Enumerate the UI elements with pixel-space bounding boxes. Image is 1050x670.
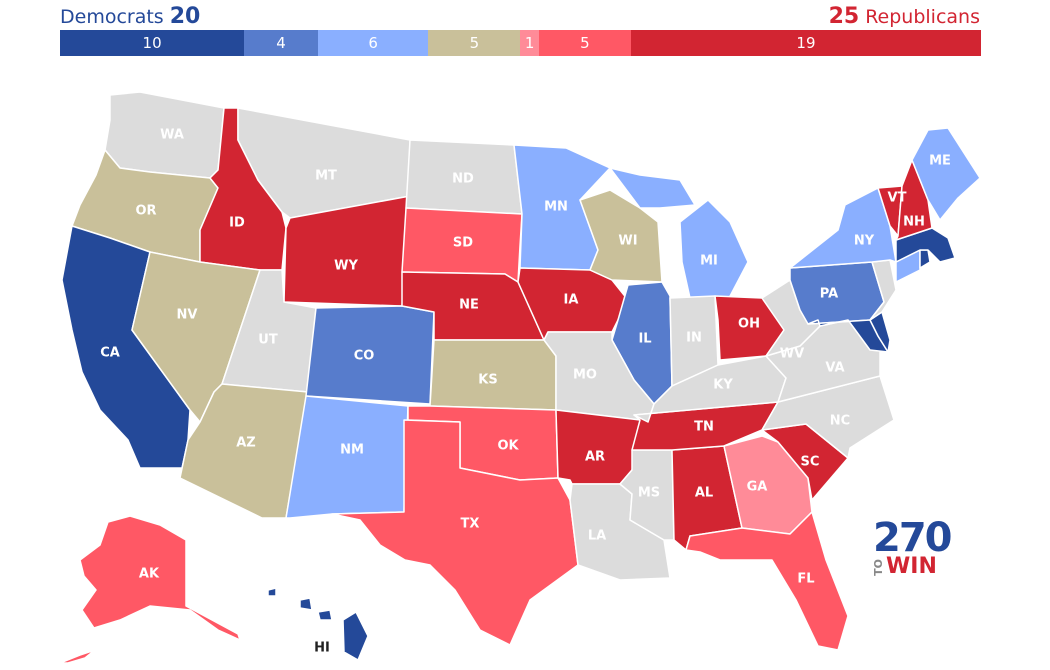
state-label-ny: NY — [854, 234, 875, 249]
state-label-nh: NH — [903, 215, 925, 230]
logo-win: WIN — [886, 554, 937, 579]
state-label-mt: MT — [315, 169, 337, 184]
state-label-fl: FL — [797, 572, 814, 587]
state-label-ks: KS — [478, 373, 497, 388]
state-label-ak: AK — [139, 567, 160, 582]
bar-segment-lean-rep: 5 — [538, 30, 631, 56]
democrats-header: Democrats 20 — [60, 4, 200, 29]
state-label-az: AZ — [236, 436, 256, 451]
bar-segment-safe-dem: 10 — [60, 30, 245, 56]
state-label-ar: AR — [585, 450, 605, 465]
state-label-wv: WV — [780, 347, 804, 362]
state-ny[interactable] — [789, 187, 897, 269]
state-label-or: OR — [135, 204, 156, 219]
state-label-nm: NM — [340, 443, 364, 458]
state-ak[interactable] — [59, 515, 241, 664]
state-label-sd: SD — [453, 236, 473, 251]
logo-to: TO — [872, 558, 885, 576]
state-label-pa: PA — [820, 287, 838, 302]
state-me[interactable] — [911, 127, 981, 221]
state-label-ms: MS — [638, 486, 660, 501]
state-label-nc: NC — [830, 414, 850, 429]
state-label-me: ME — [929, 154, 951, 169]
republicans-label: Republicans — [865, 6, 980, 28]
state-label-ga: GA — [747, 480, 768, 495]
state-label-wa: WA — [160, 128, 184, 143]
state-label-mi: MI — [700, 254, 718, 269]
state-label-wy: WY — [334, 259, 358, 274]
state-label-mn: MN — [544, 200, 568, 215]
state-label-hi: HI — [314, 641, 330, 656]
state-label-ky: KY — [713, 378, 733, 393]
state-label-ut: UT — [258, 333, 278, 348]
bar-segment-likely-dem: 4 — [244, 30, 318, 56]
state-mi[interactable] — [609, 167, 749, 301]
state-label-il: IL — [638, 332, 651, 347]
state-label-vt: VT — [888, 191, 907, 206]
state-label-mo: MO — [573, 368, 597, 383]
bar-segment-tilt-rep: 1 — [520, 30, 539, 56]
bar-segment-safe-rep: 19 — [630, 30, 981, 56]
logo-270: 270 — [873, 515, 953, 561]
republicans-total: 25 — [828, 4, 860, 29]
state-label-nd: ND — [452, 172, 474, 187]
bar-segment-tossup: 5 — [428, 30, 521, 56]
democrats-total: 20 — [169, 4, 201, 29]
us-map: WA OR CA ID NV MT WY UT AZ CO NM ND SD NE KS OK TX MN IA MO… — [59, 91, 981, 664]
state-co[interactable] — [305, 305, 435, 405]
state-ma[interactable] — [895, 227, 956, 263]
state-ri[interactable] — [919, 249, 931, 269]
state-label-wi: WI — [618, 234, 637, 249]
state-label-nv: NV — [177, 308, 198, 323]
state-label-sc: SC — [801, 455, 820, 470]
state-label-va: VA — [825, 361, 844, 376]
republicans-header: 25 Republicans — [829, 4, 980, 29]
state-label-in: IN — [686, 331, 702, 346]
state-label-co: CO — [354, 349, 375, 364]
state-label-la: LA — [588, 529, 606, 544]
state-label-tn: TN — [694, 420, 714, 435]
state-label-oh: OH — [738, 317, 760, 332]
state-label-al: AL — [695, 486, 713, 501]
state-label-ok: OK — [497, 439, 519, 454]
state-label-id: ID — [229, 216, 245, 231]
state-hi[interactable] — [267, 587, 369, 661]
270towin-logo[interactable]: 270 TO WIN — [872, 515, 953, 579]
state-tx[interactable] — [331, 419, 579, 646]
state-label-ca: CA — [100, 346, 120, 361]
state-label-tx: TX — [461, 517, 480, 532]
rating-summary-bar: 10 4 6 5 1 5 19 — [60, 30, 981, 56]
bar-segment-lean-dem: 6 — [317, 30, 429, 56]
state-fl[interactable] — [685, 511, 849, 651]
state-label-ne: NE — [459, 298, 479, 313]
democrats-label: Democrats — [60, 6, 164, 28]
state-nc[interactable] — [761, 375, 895, 459]
state-label-ia: IA — [564, 293, 579, 308]
